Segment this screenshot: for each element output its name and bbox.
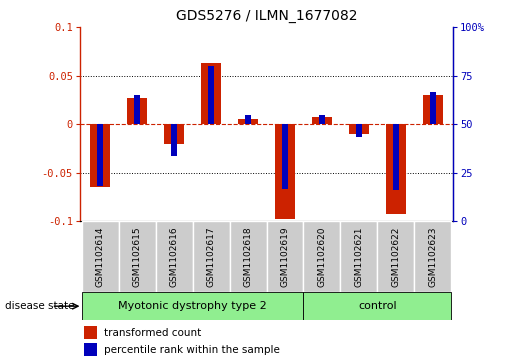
Title: GDS5276 / ILMN_1677082: GDS5276 / ILMN_1677082 (176, 9, 357, 24)
Bar (282, 124, 288, 189)
Bar (423, 95, 443, 124)
Text: GSM1102617: GSM1102617 (207, 227, 216, 287)
Bar (134, 95, 141, 124)
Bar (430, 92, 436, 124)
Bar (193, 221, 230, 292)
Text: GSM1102621: GSM1102621 (354, 227, 364, 287)
Bar (238, 119, 258, 124)
Bar (201, 63, 221, 124)
Bar (303, 292, 451, 320)
Bar (127, 98, 147, 124)
Text: transformed count: transformed count (104, 327, 201, 338)
Bar (386, 124, 406, 214)
Text: Myotonic dystrophy type 2: Myotonic dystrophy type 2 (118, 301, 267, 311)
Bar (164, 124, 184, 144)
Text: control: control (358, 301, 397, 311)
Bar (355, 124, 362, 137)
Bar (349, 124, 369, 134)
Bar (156, 221, 193, 292)
Bar (415, 221, 451, 292)
Text: GSM1102620: GSM1102620 (317, 227, 327, 287)
Bar (340, 221, 377, 292)
Bar (82, 292, 303, 320)
Bar (303, 221, 340, 292)
Bar (245, 115, 251, 124)
Bar (90, 124, 110, 187)
Bar (266, 221, 303, 292)
Text: GSM1102623: GSM1102623 (428, 227, 437, 287)
Text: GSM1102614: GSM1102614 (96, 227, 105, 287)
Text: GSM1102616: GSM1102616 (169, 227, 179, 287)
Text: GSM1102619: GSM1102619 (281, 227, 289, 287)
Bar (392, 124, 399, 190)
Text: percentile rank within the sample: percentile rank within the sample (104, 344, 280, 355)
Bar (118, 221, 156, 292)
Bar (230, 221, 267, 292)
Bar (83, 343, 97, 356)
Text: GSM1102618: GSM1102618 (244, 227, 252, 287)
Bar (83, 326, 97, 339)
Bar (377, 221, 415, 292)
Text: GSM1102622: GSM1102622 (391, 227, 400, 287)
Text: GSM1102615: GSM1102615 (133, 227, 142, 287)
Bar (312, 117, 332, 124)
Bar (319, 115, 325, 124)
Bar (208, 66, 214, 124)
Bar (171, 124, 178, 156)
Bar (275, 124, 295, 220)
Bar (82, 221, 118, 292)
Bar (97, 124, 104, 185)
Text: disease state: disease state (5, 301, 75, 311)
